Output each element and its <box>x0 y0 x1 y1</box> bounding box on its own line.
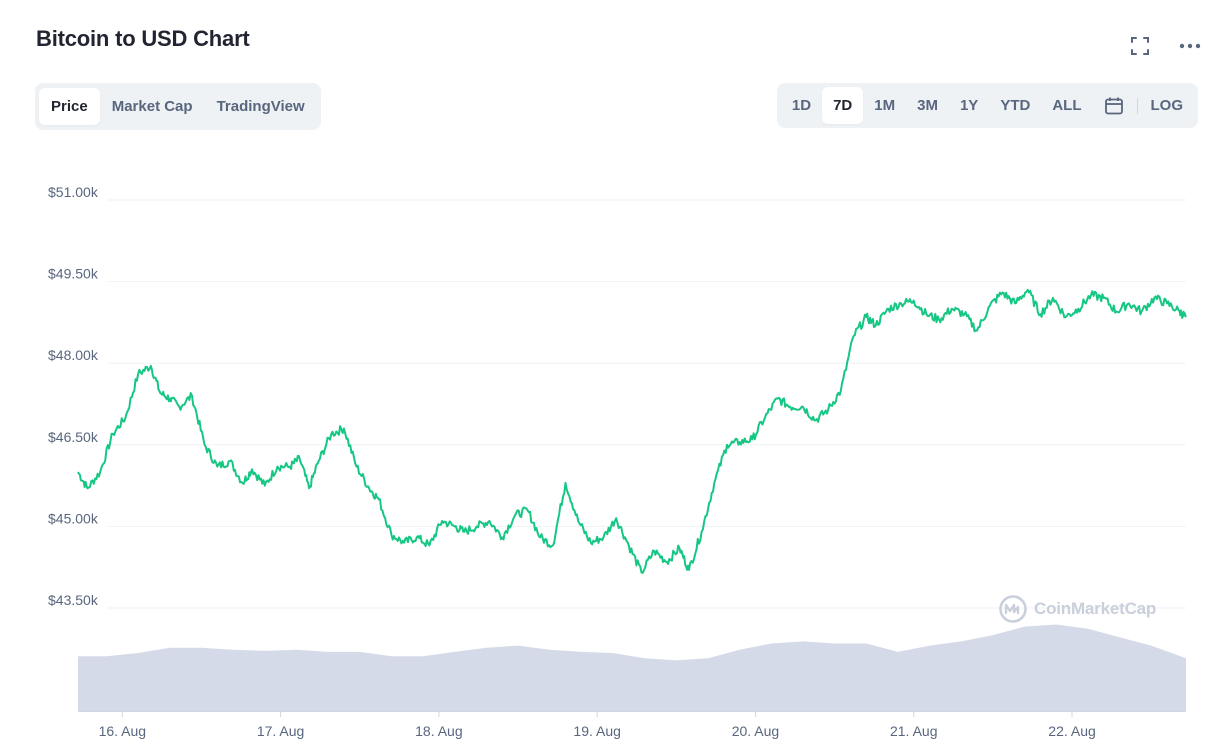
tab-tradingview[interactable]: TradingView <box>216 98 305 115</box>
x-tick-label: 21. Aug <box>890 723 938 739</box>
page-title: Bitcoin to USD Chart <box>36 26 250 51</box>
fullscreen-icon[interactable] <box>1128 34 1152 58</box>
more-icon[interactable] <box>1178 34 1202 58</box>
x-tick-label: 22. Aug <box>1048 723 1096 739</box>
view-tabs: Price Market Cap TradingView <box>35 83 321 130</box>
y-tick-label: $51.00k <box>48 184 99 200</box>
y-tick-label: $43.50k <box>48 592 99 608</box>
y-tick-label: $49.50k <box>48 266 99 282</box>
x-tick-label: 16. Aug <box>99 723 147 739</box>
price-line <box>77 288 1187 574</box>
y-tick-label: $46.50k <box>48 429 99 445</box>
y-axis: $51.00k $49.50k $48.00k $46.50k $45.00k $43.5… <box>48 184 99 608</box>
range-all[interactable]: ALL <box>1052 97 1082 114</box>
tab-market-cap[interactable]: Market Cap <box>111 98 193 115</box>
range-7d[interactable]: 7D <box>822 87 864 124</box>
chart-actions <box>1128 34 1202 58</box>
range-1d[interactable]: 1D <box>791 97 812 114</box>
range-tabs: 1D 7D 1M 3M 1Y YTD ALL LOG <box>776 83 1198 128</box>
x-axis: 16. Aug 17. Aug 18. Aug 19. Aug 20. Aug 21. A… <box>78 711 1186 739</box>
watermark: CoinMarketCap <box>998 594 1156 624</box>
range-1m[interactable]: 1M <box>874 97 896 114</box>
x-tick-label: 17. Aug <box>257 723 305 739</box>
range-3m[interactable]: 3M <box>917 97 938 114</box>
log-toggle[interactable]: LOG <box>1150 97 1184 114</box>
seg-divider <box>1136 97 1138 114</box>
range-ytd[interactable]: YTD <box>1000 97 1031 114</box>
tab-price[interactable]: Price <box>39 88 100 125</box>
coinmarketcap-logo-icon <box>999 595 1027 623</box>
y-tick-label: $48.00k <box>48 347 99 363</box>
volume-area <box>78 624 1186 711</box>
x-tick-label: 19. Aug <box>573 723 621 739</box>
y-tick-label: $45.00k <box>48 510 99 526</box>
price-line-layer <box>77 288 1187 574</box>
volume-bars <box>78 624 1186 711</box>
x-tick-label: 20. Aug <box>732 723 780 739</box>
calendar-icon[interactable] <box>1093 87 1135 124</box>
x-tick-label: 18. Aug <box>415 723 463 739</box>
chart-grid <box>108 199 1186 609</box>
watermark-text: CoinMarketCap <box>1034 599 1157 618</box>
range-1y[interactable]: 1Y <box>959 97 979 114</box>
